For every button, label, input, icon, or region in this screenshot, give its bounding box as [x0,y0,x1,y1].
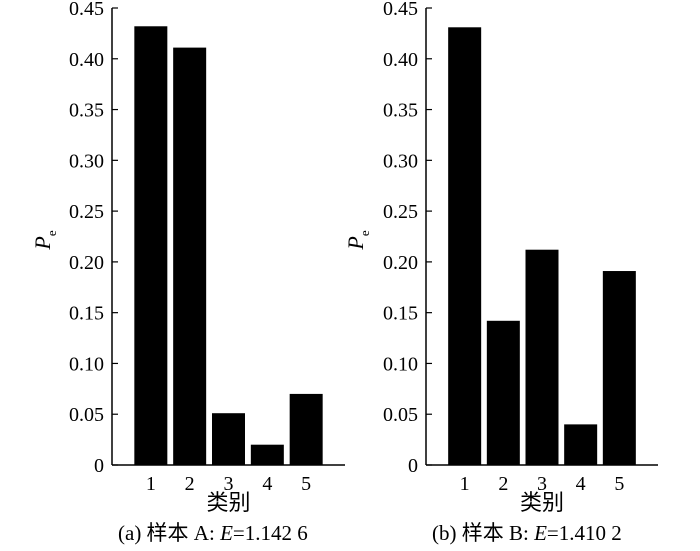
chart-panel-b: 0 0.05 0.10 0.15 0.20 0.25 0.30 0.35 0.40 0.45 1 2 3… [343,0,658,545]
x-tick-label: 2 [498,473,508,495]
x-tick-label: 4 [262,473,272,495]
bar-2 [173,47,207,466]
x-tick-label: 4 [576,473,586,495]
y-axis-label: Pe [30,230,59,250]
y-axis-label-sub: e [357,230,372,236]
y-tick-label: 0 [408,455,418,477]
y-tick-label: 0.15 [69,303,104,325]
y-tick-label: 0.25 [383,201,418,223]
x-tick-label: 3 [537,473,547,495]
y-tick-label: 0.40 [69,49,104,71]
bar-4 [564,424,598,465]
y-tick-label: 0 [94,455,104,477]
caption-prefix: (a) 样本 A: [118,521,220,545]
caption-variable: E [533,521,547,545]
bar-3 [525,249,559,465]
bar-5 [602,271,636,465]
y-tick-label: 0.20 [383,252,418,274]
y-tick-label: 0.05 [383,404,418,426]
y-tick-label: 0.25 [69,201,104,223]
caption-variable: E [219,521,233,545]
bar-1 [134,26,168,466]
y-tick-label: 0.35 [69,100,104,122]
y-tick-label: 0.05 [69,404,104,426]
y-tick-label: 0.45 [383,0,418,20]
y-tick-label: 0.40 [383,49,418,71]
x-tick-label: 1 [460,473,470,495]
bar-1 [448,27,482,465]
x-tick-label: 1 [146,473,156,495]
y-tick-label: 0.30 [69,150,104,172]
x-tick-label: 5 [301,473,311,495]
caption-value: =1.142 6 [233,521,308,545]
bar-3 [212,413,245,465]
chart-caption: (a) 样本 A: E=1.142 6 [118,521,308,545]
caption-value: =1.410 2 [547,521,622,545]
y-axis-label-sub: e [44,230,59,236]
y-axis-label: Pe [343,230,372,250]
y-tick-label: 0.30 [383,150,418,172]
y-axis-label-main: P [343,236,368,250]
bar-4 [250,444,284,465]
bar-5 [289,393,323,465]
x-tick-label: 5 [614,473,624,495]
x-tick-label: 2 [185,473,195,495]
bar-2 [486,320,520,465]
y-tick-label: 0.45 [69,0,104,20]
caption-prefix: (b) 样本 B: [432,521,534,545]
y-tick-label: 0.10 [383,353,418,375]
chart-panel-a: 0 0.05 0.10 0.15 0.20 0.25 0.30 0.35 0.40 0.45 1 2 3… [30,0,345,545]
x-axis-label: 类别 [206,490,250,515]
chart-caption: (b) 样本 B: E=1.410 2 [432,521,622,545]
y-axis-label-main: P [30,236,55,250]
x-tick-label: 3 [224,473,234,495]
y-tick-label: 0.15 [383,303,418,325]
y-tick-label: 0.20 [69,252,104,274]
x-axis-label: 类别 [520,490,564,515]
y-tick-label: 0.35 [383,100,418,122]
y-tick-label: 0.10 [69,353,104,375]
